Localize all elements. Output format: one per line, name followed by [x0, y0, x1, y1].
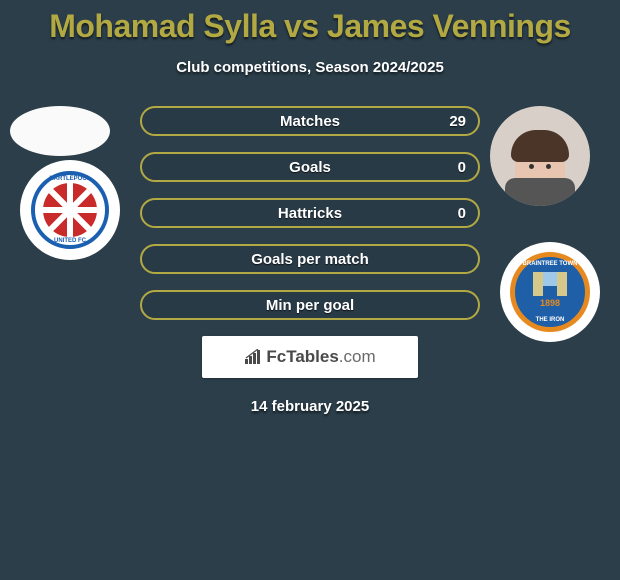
subtitle: Club competitions, Season 2024/2025: [0, 59, 620, 76]
club-badge-left: HARTLEPOOL UNITED FC: [20, 160, 120, 260]
stat-row-matches: Matches 29: [140, 106, 480, 136]
stat-row-min-per-goal: Min per goal: [140, 290, 480, 320]
content: HARTLEPOOL UNITED FC BRAINTREE TOWN 1898…: [0, 106, 620, 446]
stat-value-right: 0: [458, 205, 466, 222]
stat-value-right: 29: [449, 113, 466, 130]
brand-suffix: .com: [339, 347, 376, 367]
stat-label: Goals per match: [251, 251, 369, 268]
stat-row-goals: Goals 0: [140, 152, 480, 182]
club-left-top-text: HARTLEPOOL: [49, 176, 90, 182]
player-avatar-left: [10, 106, 110, 156]
stat-label: Goals: [289, 159, 331, 176]
stat-label: Min per goal: [266, 297, 354, 314]
stat-value-right: 0: [458, 159, 466, 176]
date-label: 14 february 2025: [140, 398, 480, 415]
stat-row-goals-per-match: Goals per match: [140, 244, 480, 274]
brand-name: FcTables: [266, 347, 338, 367]
club-badge-right: BRAINTREE TOWN 1898 THE IRON: [500, 242, 600, 342]
club-left-bottom-text: UNITED FC: [54, 238, 86, 244]
stat-label: Matches: [280, 113, 340, 130]
club-right-top-text: BRAINTREE TOWN: [523, 261, 578, 267]
page-title: Mohamad Sylla vs James Vennings: [0, 8, 620, 45]
header: Mohamad Sylla vs James Vennings Club com…: [0, 0, 620, 76]
chart-icon: [244, 349, 262, 365]
brand-badge: FcTables.com: [202, 336, 418, 378]
stat-row-hattricks: Hattricks 0: [140, 198, 480, 228]
bridge-icon: [525, 270, 575, 300]
stat-rows: Matches 29 Goals 0 Hattricks 0 Goals per…: [140, 106, 480, 415]
player-avatar-right: [490, 106, 590, 206]
stat-label: Hattricks: [278, 205, 342, 222]
ship-wheel-icon: [43, 183, 97, 237]
club-right-bottom-text: THE IRON: [536, 317, 565, 323]
